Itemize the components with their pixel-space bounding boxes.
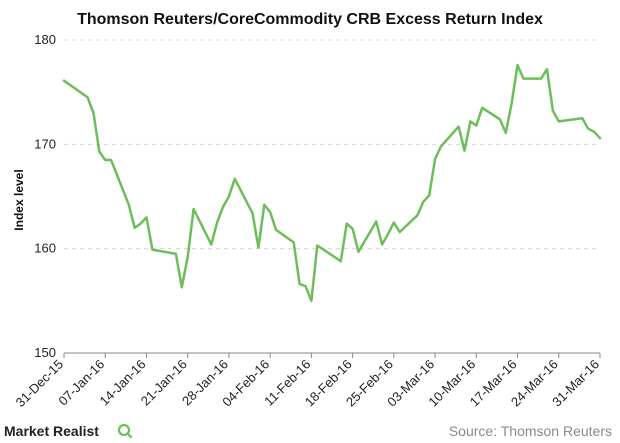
y-axis-label: Index level	[12, 169, 26, 230]
y-tick-label: 170	[34, 136, 56, 151]
series-layer	[62, 63, 602, 303]
source-note: Source: Thomson Reuters	[449, 423, 612, 439]
brand-name: Market Realist	[4, 423, 99, 439]
x-axis: 31-Dec-1507-Jan-1614-Jan-1621-Jan-1628-J…	[13, 352, 602, 410]
magnifier-q-icon	[117, 423, 133, 439]
y-tick-label: 180	[34, 32, 56, 47]
series-line	[62, 63, 602, 303]
branding-logo: Market Realist	[4, 423, 133, 439]
y-axis-ticks: 150 160 170 180	[34, 32, 56, 360]
y-tick-label: 160	[34, 241, 56, 256]
y-tick-label: 150	[34, 345, 56, 360]
chart-title: Thomson Reuters/CoreCommodity CRB Excess…	[77, 11, 543, 28]
